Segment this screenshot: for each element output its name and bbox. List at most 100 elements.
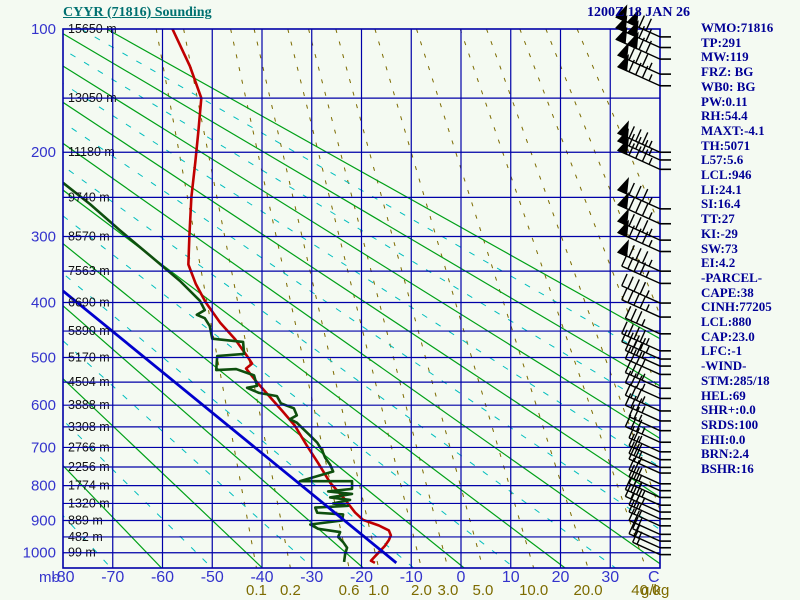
moist-adiabat-line	[63, 272, 415, 568]
stat-line: HEL:69	[701, 387, 746, 403]
wind-barb	[628, 464, 671, 492]
stat-line: CAP:23.0	[701, 328, 755, 344]
wind-barb	[616, 191, 671, 225]
stat-line: TP:291	[701, 34, 742, 50]
pressure-label: 100	[31, 21, 56, 38]
stat-line: -PARCEL-	[701, 269, 763, 285]
mixing-ratio-line	[287, 29, 422, 568]
chart-datetime: 1200Z 18 JAN 26	[586, 5, 690, 20]
temperature-label: 30	[601, 569, 619, 586]
wind-barb	[628, 521, 671, 549]
wind-barb	[621, 321, 671, 352]
temperature-label: -10	[400, 569, 423, 586]
stat-line: SHR+:0.0	[701, 402, 756, 418]
mixing-ratio-label: 40.0	[631, 582, 660, 599]
wind-barb	[624, 393, 671, 422]
stat-line: L57:5.6	[701, 152, 744, 168]
wind-barb	[621, 253, 671, 285]
mixing-ratio-line	[374, 29, 535, 568]
stat-line: CINH:77205	[701, 299, 772, 315]
mixing-ratio-line	[459, 29, 647, 568]
dry-adiabat-line	[63, 189, 566, 568]
stat-line: WB0: BG	[701, 78, 756, 94]
wind-barb	[616, 137, 671, 171]
wind-barb	[615, 14, 671, 49]
mixing-ratio-line	[308, 29, 449, 568]
stat-line: STM:285/18	[701, 372, 770, 388]
dry-adiabat-line	[63, 142, 660, 565]
stat-line: EI:4.2	[701, 255, 736, 271]
plot-border	[62, 28, 661, 569]
wind-barb	[616, 53, 671, 87]
mixing-ratio-line	[253, 29, 380, 568]
stat-line: TH:5071	[701, 137, 751, 153]
mixing-ratio-line	[416, 29, 589, 568]
mixing-unit-label: g/kg	[641, 582, 669, 599]
temperature-label: -50	[201, 569, 224, 586]
dry-adiabat-line	[106, 29, 660, 340]
mixing-ratio-label: 0.6	[339, 582, 360, 599]
stat-line: SRDS:100	[701, 416, 759, 432]
mixing-ratio-label: 2.0	[411, 582, 432, 599]
wind-barb	[628, 492, 671, 520]
wind-barb	[621, 287, 671, 318]
stat-line: FRZ: BG	[701, 64, 754, 80]
moist-adiabat-line	[63, 48, 660, 413]
stat-line: LI:24.1	[701, 181, 742, 197]
chart-title: CYYR (71816) Sounding	[63, 5, 212, 20]
wind-barb	[628, 499, 671, 527]
stats-panel: WMO:71816 TP:291 MW:119 FRZ: BG WB0: BG PW:0.…	[701, 20, 773, 477]
wind-barb	[624, 360, 671, 390]
mixing-ratio-line	[486, 29, 660, 512]
wind-barb	[615, 26, 671, 60]
stat-line: PW:0.11	[701, 93, 748, 109]
wind-barb	[616, 219, 671, 253]
stat-line: LFC:-1	[701, 343, 743, 359]
stat-line: KI:-29	[701, 225, 738, 241]
stat-line: BRN:2.4	[701, 446, 750, 462]
stat-line: LCL:880	[701, 314, 752, 330]
wind-barb	[624, 338, 671, 367]
moist-adiabat-line	[80, 29, 660, 363]
mixing-ratio-label: 0.2	[280, 582, 301, 599]
mixing-ratio-line	[230, 29, 350, 568]
wind-barb	[632, 530, 671, 556]
wind-barb	[628, 425, 671, 453]
stat-line: BSHR:16	[701, 461, 754, 477]
dry-adiabat-line	[63, 242, 465, 568]
pressure-label: 800	[31, 478, 56, 495]
temperature-label: 20	[552, 569, 570, 586]
mixing-ratio-label: 1.0	[368, 582, 389, 599]
pressure-label: 900	[31, 513, 56, 530]
wind-barb-column	[615, 4, 671, 556]
temperature-label: 0	[457, 569, 466, 586]
stat-line: -WIND-	[701, 358, 747, 374]
mixing-ratio-label: 20.0	[573, 582, 602, 599]
stat-line: MW:119	[701, 49, 749, 65]
pressure-unit-label: mb	[39, 569, 60, 586]
pressure-label: 1000	[23, 545, 56, 562]
wind-barb	[616, 177, 671, 210]
wind-barb	[621, 273, 671, 304]
wind-barb	[628, 441, 671, 469]
mixing-ratio-label: 5.0	[473, 582, 494, 599]
wind-barb	[624, 383, 671, 412]
pressure-label: 600	[31, 397, 56, 414]
stat-line: SW:73	[701, 240, 738, 256]
wind-barb	[624, 306, 671, 335]
mixing-ratio-label: 0.1	[246, 582, 267, 599]
dry-adiabat-line	[63, 377, 263, 568]
stat-line: LCL:946	[701, 167, 752, 183]
wind-barb	[624, 414, 671, 444]
temperature-label: -30	[300, 569, 323, 586]
stat-line: EHI:0.0	[701, 431, 746, 447]
moist-adiabat-line	[63, 83, 660, 468]
dry-adiabat-line	[63, 304, 364, 568]
temperature-curve	[171, 29, 393, 565]
mixing-ratio-line	[335, 29, 484, 568]
temperature-label: -80	[51, 569, 74, 586]
dry-adiabat-line	[63, 464, 162, 568]
temperature-label: -60	[151, 569, 174, 586]
stat-line: RH:54.4	[701, 108, 748, 124]
stat-line: TT:27	[701, 211, 735, 227]
